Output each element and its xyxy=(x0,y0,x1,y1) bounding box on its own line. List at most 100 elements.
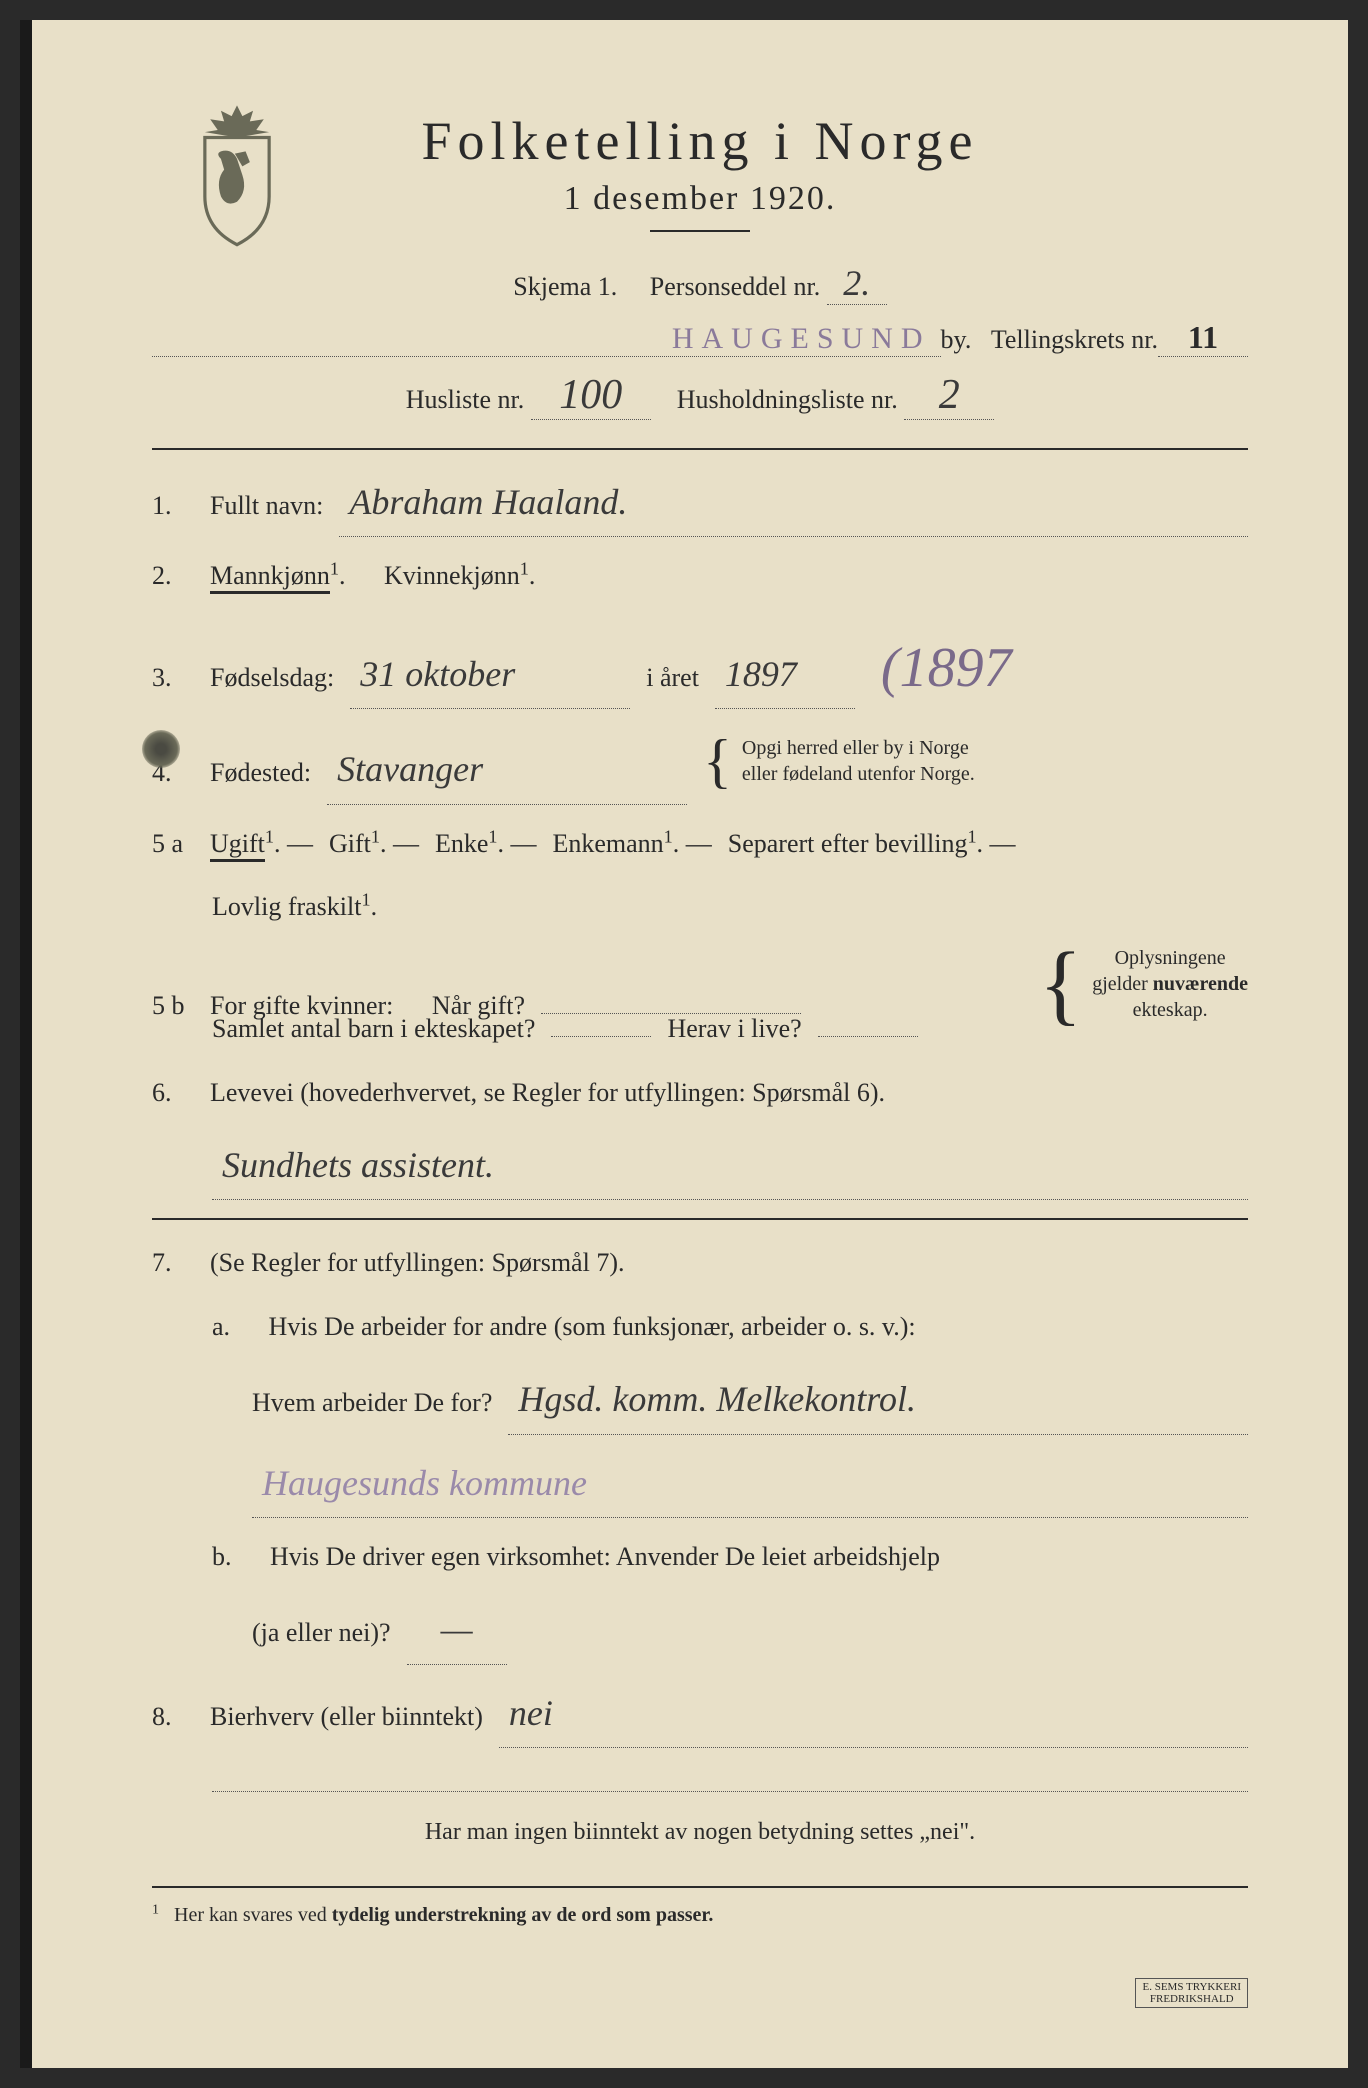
q5b-num: 5 b xyxy=(152,981,194,1030)
schema-row: Skjema 1. Personseddel nr. 2. xyxy=(152,262,1248,305)
q2-male: Mannkjønn xyxy=(210,561,330,594)
q3-daymonth: 31 oktober xyxy=(350,640,630,709)
divider xyxy=(152,1218,1248,1220)
q7b-q: (ja eller nei)? xyxy=(252,1608,391,1657)
printer-line1: E. SEMS TRYKKERI xyxy=(1142,1981,1241,1993)
q6-value: Sundhets assistent. xyxy=(212,1131,1248,1200)
question-7b: b. Hvis De driver egen virksomhet: Anven… xyxy=(152,1532,1248,1581)
husholdningsliste-label: Husholdningsliste nr. xyxy=(677,385,898,414)
q7a-q: Hvem arbeider De for? xyxy=(252,1378,492,1427)
form-body: 1. Fullt navn: Abraham Haaland. 2. Mannk… xyxy=(152,468,1248,1934)
help-text: Har man ingen biinntekt av nogen betydni… xyxy=(152,1810,1248,1856)
q5a-gift: Gift xyxy=(329,829,371,858)
printer-mark: E. SEMS TRYKKERI FREDRIKSHALD xyxy=(1135,1978,1248,2008)
q5b-q3-value xyxy=(818,1007,918,1037)
q6-label: Levevei (hovederhvervet, se Regler for u… xyxy=(210,1068,885,1117)
husliste-row: Husliste nr. 100 Husholdningsliste nr. 2 xyxy=(152,371,1248,420)
q7b-label: b. xyxy=(212,1532,232,1581)
census-form-page: Folketelling i Norge 1 desember 1920. Sk… xyxy=(20,20,1348,2068)
question-1: 1. Fullt navn: Abraham Haaland. xyxy=(152,468,1248,537)
tellingskrets-nr: 11 xyxy=(1158,319,1248,357)
q8-label: Bierhverv (eller biinntekt) xyxy=(210,1692,483,1741)
q3-label: Fødselsdag: xyxy=(210,653,334,702)
q7b-text: Hvis De driver egen virksomhet: Anvender… xyxy=(270,1532,940,1581)
footnote-text: Her kan svares ved tydelig understreknin… xyxy=(174,1904,713,1926)
husliste-nr: 100 xyxy=(531,371,651,420)
q3-margin-year: (1897 xyxy=(881,615,1012,721)
q5b-help1: Oplysningene xyxy=(1092,945,1248,971)
question-2: 2. Mannkjønn1. Kvinnekjønn1. xyxy=(152,551,1248,600)
footnote-marker: 1 xyxy=(152,1902,159,1917)
question-7b-q: (ja eller nei)? — xyxy=(152,1595,1248,1664)
q5a-enke: Enke xyxy=(435,829,488,858)
question-8-blank xyxy=(152,1762,1248,1792)
question-7a-pencil: Haugesunds kommune xyxy=(152,1449,1248,1518)
q2-num: 2. xyxy=(152,551,194,600)
q5b-help3: ekteskap. xyxy=(1092,997,1248,1023)
tellingskrets-label: Tellingskrets nr. xyxy=(991,325,1158,355)
staple-mark xyxy=(142,730,180,768)
footnote: 1 Her kan svares ved tydelig understrekn… xyxy=(152,1896,1248,1934)
by-label: by. xyxy=(941,325,972,355)
q5b-q3: Herav i live? xyxy=(667,1004,801,1053)
printer-line2: FREDRIKSHALD xyxy=(1142,1993,1241,2005)
q8-blank-line xyxy=(212,1762,1248,1792)
question-7: 7. (Se Regler for utfyllingen: Spørsmål … xyxy=(152,1238,1248,1287)
q5a-num: 5 a xyxy=(152,819,194,868)
q7-label: (Se Regler for utfyllingen: Spørsmål 7). xyxy=(210,1238,624,1287)
q4-help: { Opgi herred eller by i Norge eller fød… xyxy=(703,735,975,787)
husholdningsliste-nr: 2 xyxy=(904,371,994,420)
q5a-enkemann: Enkemann xyxy=(552,829,663,858)
q7a-pencil: Haugesunds kommune xyxy=(252,1449,1248,1518)
q4-label: Fødested: xyxy=(210,748,311,797)
divider xyxy=(152,448,1248,450)
q5b-help: { Oplysningene gjelder gjelder nuværende… xyxy=(1039,945,1248,1023)
brace-icon: { xyxy=(1039,953,1082,1016)
question-8: 8. Bierhverv (eller biinntekt) nei xyxy=(152,1679,1248,1748)
q5a-fraskilt: Lovlig fraskilt xyxy=(212,892,361,921)
question-6-value-row: Sundhets assistent. xyxy=(152,1131,1248,1200)
q7b-value: — xyxy=(407,1595,507,1664)
q8-num: 8. xyxy=(152,1692,194,1741)
question-5a: 5 a Ugift1. — Gift1. — Enke1. — Enkemann… xyxy=(152,819,1248,868)
q8-value: nei xyxy=(499,1679,1248,1748)
q3-num: 3. xyxy=(152,653,194,702)
form-header: Folketelling i Norge 1 desember 1920. xyxy=(152,100,1248,232)
q6-num: 6. xyxy=(152,1068,194,1117)
q7a-label: a. xyxy=(212,1302,230,1351)
personseddel-nr: 2. xyxy=(827,262,887,305)
form-date: 1 desember 1920. xyxy=(152,180,1248,218)
q5a-separert: Separert efter bevilling xyxy=(728,829,968,858)
q5b-q2: Samlet antal barn i ekteskapet? xyxy=(212,1004,535,1053)
q7a-value: Hgsd. komm. Melkekontrol. xyxy=(508,1365,1248,1434)
coat-of-arms-icon xyxy=(182,100,292,250)
divider xyxy=(152,1886,1248,1888)
q5b-help2: gjelder gjelder nuværendenuværende xyxy=(1092,971,1248,997)
question-6: 6. Levevei (hovederhvervet, se Regler fo… xyxy=(152,1068,1248,1117)
q1-label: Fullt navn: xyxy=(210,481,323,530)
city-stamp: HAUGESUND xyxy=(672,322,931,355)
q5a-ugift: Ugift xyxy=(210,829,265,862)
q5b-q2-value xyxy=(551,1007,651,1037)
q7-num: 7. xyxy=(152,1238,194,1287)
question-4: 4. Fødested: Stavanger { Opgi herred ell… xyxy=(152,735,1248,804)
schema-label: Skjema 1. xyxy=(513,272,617,301)
q1-num: 1. xyxy=(152,481,194,530)
question-5a-line2: Lovlig fraskilt1. xyxy=(152,882,1248,931)
question-7a-q: Hvem arbeider De for? Hgsd. komm. Melkek… xyxy=(152,1365,1248,1434)
q2-female: Kvinnekjønn xyxy=(384,561,520,590)
q4-help1: Opgi herred eller by i Norge xyxy=(742,735,975,761)
q3-yearlabel: i året xyxy=(646,653,699,702)
question-3: 3. Fødselsdag: 31 oktober i året 1897 (1… xyxy=(152,615,1248,721)
form-title: Folketelling i Norge xyxy=(152,110,1248,172)
city-row: HAUGESUND by. Tellingskrets nr. 11 xyxy=(152,319,1248,357)
q4-help2: eller fødeland utenfor Norge. xyxy=(742,761,975,787)
q7a-text: Hvis De arbeider for andre (som funksjon… xyxy=(269,1302,916,1351)
q3-year: 1897 xyxy=(715,640,855,709)
question-7a: a. Hvis De arbeider for andre (som funks… xyxy=(152,1302,1248,1351)
q4-value: Stavanger xyxy=(327,735,687,804)
husliste-label: Husliste nr. xyxy=(406,385,524,414)
brace-icon: { xyxy=(703,740,732,782)
q1-value: Abraham Haaland. xyxy=(339,468,1248,537)
personseddel-label: Personseddel nr. xyxy=(650,272,820,301)
